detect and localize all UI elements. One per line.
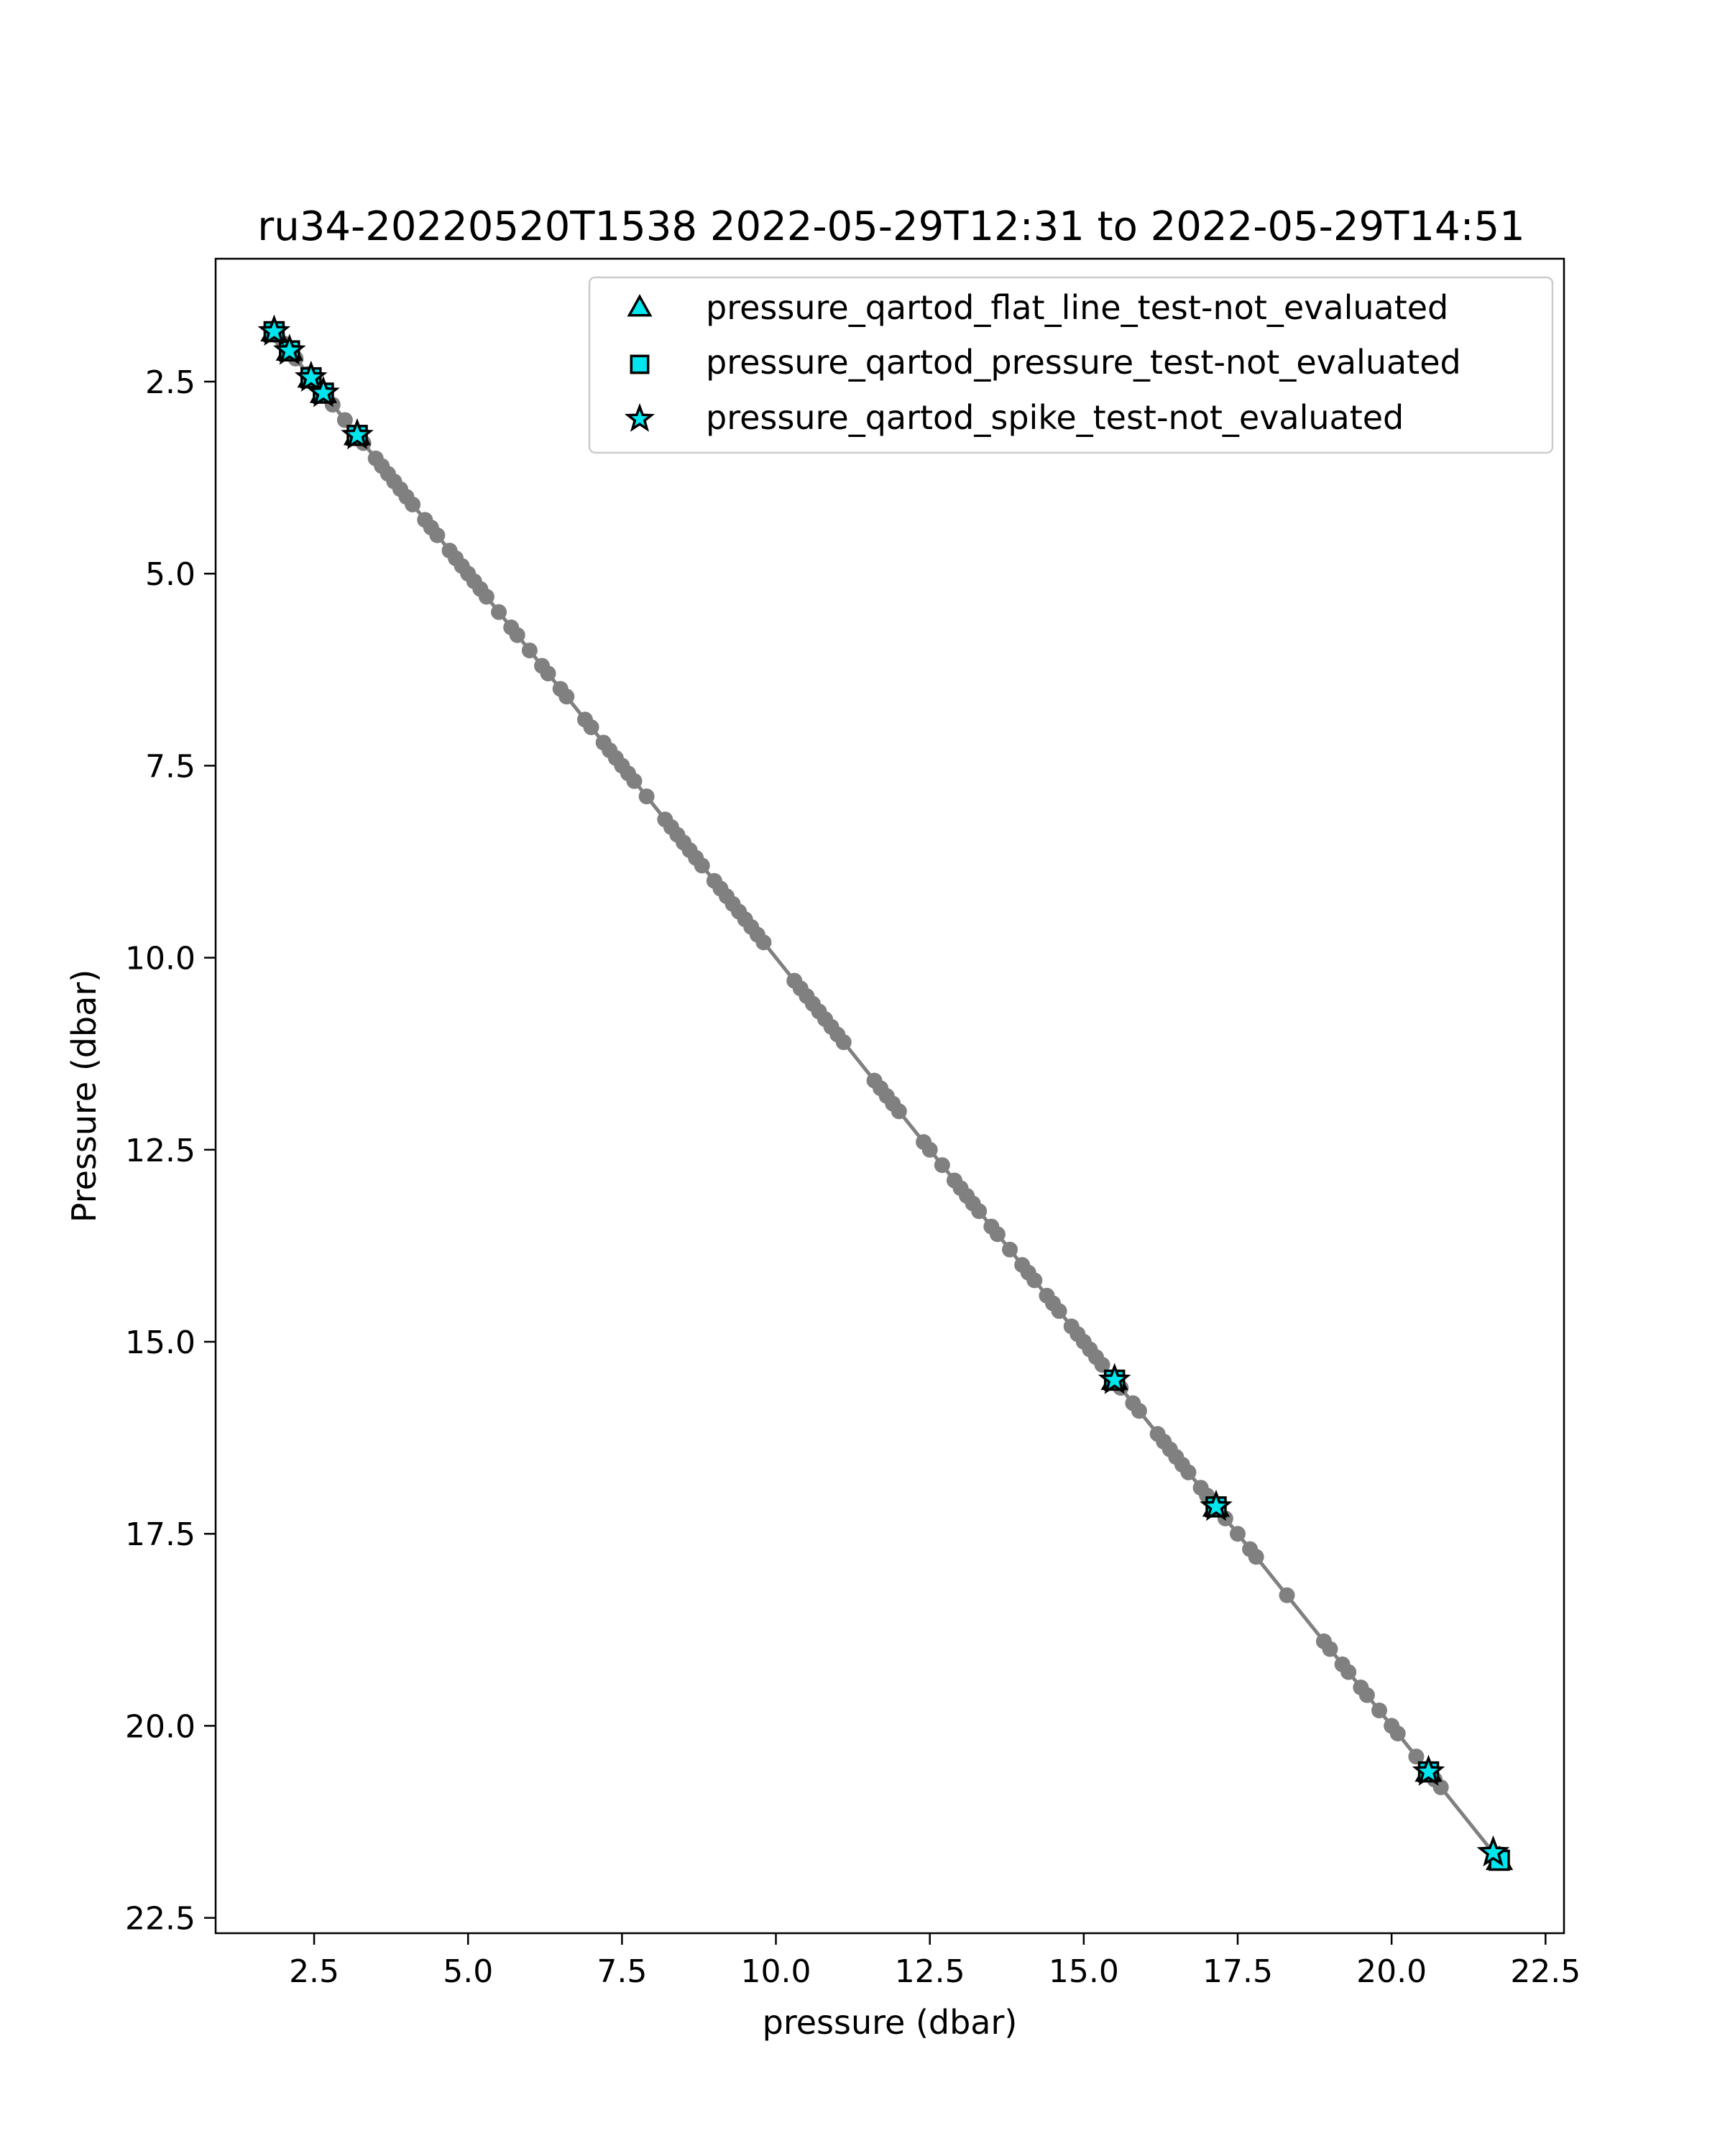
legend-label-flat-line: pressure_qartod_flat_line_test-not_evalu… bbox=[706, 288, 1448, 327]
star-marker bbox=[1200, 1489, 1233, 1521]
x-tick-label: 20.0 bbox=[1356, 1953, 1427, 1990]
legend-label-pressure-test: pressure_qartod_pressure_test-not_evalua… bbox=[706, 343, 1461, 382]
profile-point bbox=[1340, 1664, 1357, 1680]
star-marker bbox=[1412, 1754, 1445, 1786]
y-axis-label: Pressure (dbar) bbox=[65, 969, 104, 1222]
profile-point bbox=[1229, 1526, 1246, 1542]
legend-label-spike-test: pressure_qartod_spike_test-not_evaluated bbox=[706, 398, 1404, 437]
legend-triangle-icon bbox=[627, 294, 653, 317]
x-tick-label: 15.0 bbox=[1049, 1953, 1119, 1990]
x-axis-label: pressure (dbar) bbox=[763, 2003, 1018, 2042]
star-marker bbox=[1098, 1363, 1131, 1394]
star-marker bbox=[1476, 1835, 1510, 1867]
legend-square-marker bbox=[630, 354, 650, 374]
y-tick-label: 10.0 bbox=[125, 941, 196, 977]
profile-point bbox=[694, 857, 710, 874]
axes-frame bbox=[214, 257, 1565, 1935]
y-tick-label: 12.5 bbox=[125, 1133, 196, 1169]
profile-point bbox=[1322, 1641, 1338, 1657]
profile-point bbox=[1371, 1703, 1388, 1719]
profile-point bbox=[491, 604, 507, 620]
profile-point bbox=[1389, 1726, 1406, 1742]
x-tick-label: 2.5 bbox=[289, 1953, 339, 1990]
profile-point bbox=[509, 627, 525, 643]
profile-point bbox=[540, 665, 556, 682]
profile-point bbox=[755, 934, 772, 951]
profile-point bbox=[921, 1141, 938, 1158]
y-tick-label: 17.5 bbox=[125, 1516, 196, 1553]
legend-triangle-marker bbox=[627, 294, 653, 317]
profile-point bbox=[1408, 1749, 1425, 1765]
legend-square-icon bbox=[630, 354, 650, 374]
x-tick-label: 17.5 bbox=[1202, 1953, 1273, 1990]
axes: 2.5 5.0 7.5 10.0 12.5 15.0 17.5 20.0 22.5 2.5 5.0 7… bbox=[125, 364, 1581, 1990]
x-tick-label: 5.0 bbox=[443, 1953, 493, 1990]
y-tick-label: 5.0 bbox=[145, 556, 196, 593]
star-marker bbox=[272, 333, 306, 365]
profile-point bbox=[558, 688, 575, 705]
legend-frame bbox=[588, 276, 1554, 454]
x-tick-label: 7.5 bbox=[597, 1953, 647, 1990]
profile-point bbox=[405, 497, 421, 513]
star-marker bbox=[257, 314, 291, 346]
plot-area bbox=[257, 314, 1514, 1871]
profile-point bbox=[1180, 1464, 1197, 1480]
star-marker bbox=[341, 418, 374, 450]
y-tick-label: 22.5 bbox=[125, 1901, 196, 1938]
profile-point bbox=[1248, 1549, 1264, 1565]
legend-star-icon bbox=[624, 402, 656, 432]
x-tick-label: 10.0 bbox=[741, 1953, 811, 1990]
profile-point bbox=[1094, 1357, 1110, 1373]
legend-star-marker bbox=[624, 402, 656, 432]
y-tick-label: 20.0 bbox=[125, 1708, 196, 1745]
x-tick-label: 22.5 bbox=[1510, 1953, 1581, 1990]
x-tick-label: 12.5 bbox=[895, 1953, 965, 1990]
profile-point bbox=[934, 1157, 950, 1174]
profile-point bbox=[835, 1034, 852, 1051]
profile-point bbox=[1026, 1272, 1043, 1289]
profile-point bbox=[891, 1103, 907, 1120]
star-marker bbox=[294, 360, 328, 392]
profile-point bbox=[583, 719, 599, 735]
profile-point bbox=[429, 527, 446, 543]
profile-point bbox=[1131, 1403, 1147, 1419]
chart-title: ru34-20220520T1538 2022-05-29T12:31 to 2… bbox=[257, 203, 1524, 250]
profile-point bbox=[1358, 1687, 1375, 1703]
legend: pressure_qartod_flat_line_test-not_evalu… bbox=[588, 276, 1554, 454]
y-tick-label: 2.5 bbox=[145, 364, 196, 401]
profile-point bbox=[1002, 1241, 1018, 1258]
profile-point bbox=[638, 788, 655, 805]
y-tick-label: 15.0 bbox=[125, 1325, 196, 1361]
y-tick-label: 7.5 bbox=[145, 748, 196, 785]
star-marker bbox=[307, 375, 340, 407]
profile-point bbox=[626, 773, 643, 789]
profile-point bbox=[336, 412, 353, 428]
profile-point bbox=[971, 1203, 988, 1220]
profile-point bbox=[989, 1226, 1006, 1243]
profile-point bbox=[1051, 1303, 1067, 1319]
profile-point bbox=[1279, 1587, 1295, 1603]
profile-point bbox=[478, 589, 494, 605]
profile-point bbox=[521, 642, 538, 659]
